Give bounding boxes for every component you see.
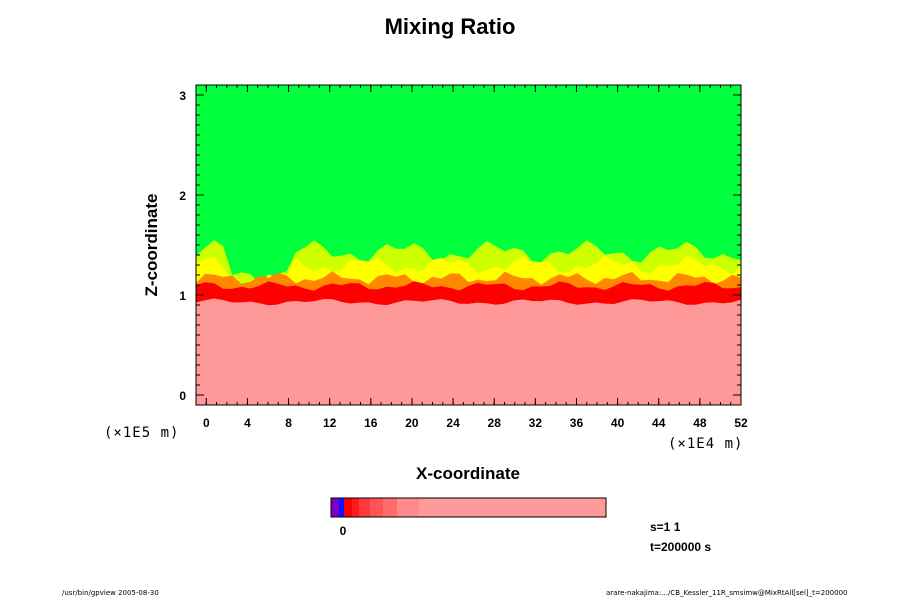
x-tick-label: 8 [285, 416, 292, 430]
x-tick-label: 28 [488, 416, 502, 430]
chart-title: Mixing Ratio [384, 14, 516, 39]
x-axis-label: X-coordinate [416, 464, 520, 483]
y-tick-label: 3 [179, 89, 186, 103]
y-scale-note: (×1E5 m) [104, 425, 180, 441]
x-tick-label: 48 [693, 416, 707, 430]
colorbar [330, 497, 607, 518]
footer-source: arare-nakajima:.../CB_Kessler_11R_smsimw… [606, 589, 848, 597]
heatmap-layer [196, 298, 741, 405]
info-t: t=200000 s [650, 540, 712, 554]
x-tick-label: 44 [652, 416, 666, 430]
colorbar-swatch [397, 498, 419, 517]
x-tick-label: 20 [405, 416, 419, 430]
x-tick-label: 32 [529, 416, 543, 430]
heatmap-field [196, 85, 741, 405]
x-scale-note: (×1E4 m) [668, 436, 744, 452]
x-tick-label: 36 [570, 416, 584, 430]
y-tick-label: 2 [179, 189, 186, 203]
colorbar-swatch [370, 498, 383, 517]
y-tick-label: 1 [179, 289, 186, 303]
colorbar-swatch [331, 498, 339, 517]
colorbar-swatch [359, 498, 370, 517]
info-s: s=1 1 [650, 520, 681, 534]
colorbar-swatch [344, 498, 352, 517]
x-tick-label: 40 [611, 416, 625, 430]
x-tick-label: 0 [203, 416, 210, 430]
x-tick-label: 12 [323, 416, 337, 430]
y-tick-label: 0 [179, 389, 186, 403]
x-tick-label: 24 [446, 416, 460, 430]
colorbar-swatch [383, 498, 397, 517]
colorbar-swatch [419, 498, 606, 517]
x-tick-label: 4 [244, 416, 251, 430]
x-tick-label: 52 [734, 416, 748, 430]
colorbar-label: 0 [340, 524, 347, 538]
colorbar-swatch [352, 498, 359, 517]
footer-command: /usr/bin/gpview 2005-08-30 [62, 589, 159, 597]
colorbar-frame [330, 497, 607, 518]
y-axis-label: Z-coordinate [142, 194, 161, 297]
x-tick-label: 16 [364, 416, 378, 430]
colorbar-swatch [339, 498, 344, 517]
